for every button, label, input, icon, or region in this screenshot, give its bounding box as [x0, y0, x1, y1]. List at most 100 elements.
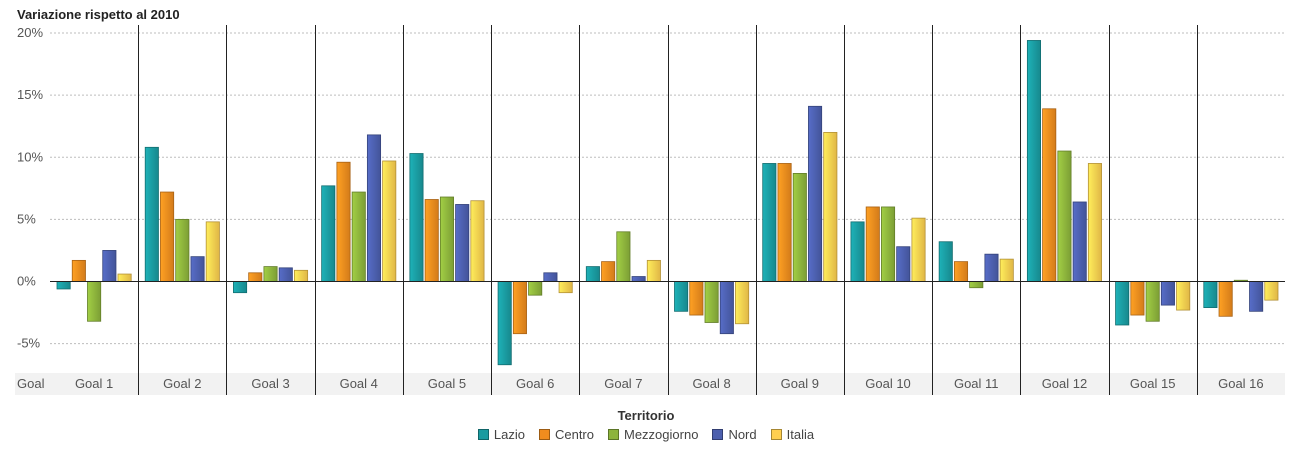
bar-nord-goal-5	[455, 204, 470, 282]
x-tick-label: Goal 5	[428, 376, 466, 391]
bar-nord-goal-4	[366, 134, 382, 282]
bar-italia-goal-5	[470, 200, 485, 282]
bar-nord-goal-10	[896, 246, 911, 282]
bar-nord-goal-6	[543, 272, 558, 282]
bar-mezzogiorno-goal-5	[439, 196, 454, 282]
bar-italia-goal-2	[205, 221, 220, 282]
legend-label: Mezzogiorno	[624, 427, 699, 442]
bar-mezzogiorno-goal-15	[1145, 281, 1160, 322]
bar-centro-goal-11	[953, 261, 969, 282]
bar-mezzogiorno-goal-3	[263, 266, 278, 282]
bar-lazio-goal-8	[674, 281, 689, 312]
x-tick-label: Goal 4	[340, 376, 378, 391]
bar-centro-goal-5	[424, 199, 439, 282]
bar-nord-goal-7	[631, 276, 646, 282]
bar-mezzogiorno-goal-2	[175, 218, 190, 282]
bar-italia-goal-12	[1087, 163, 1102, 282]
legend-label: Centro	[554, 427, 594, 442]
legend-item-nord[interactable]: Nord	[712, 427, 757, 442]
bar-mezzogiorno-goal-4	[351, 191, 366, 282]
bar-lazio-goal-7	[585, 266, 600, 282]
x-tick-label: Goal 11	[954, 376, 999, 391]
bar-centro-goal-1	[71, 259, 86, 282]
bar-italia-goal-10	[911, 217, 926, 282]
bar-italia-goal-9	[823, 131, 838, 282]
legend-swatch	[770, 429, 782, 440]
x-tick-label: Goal 1	[75, 376, 113, 391]
bar-centro-goal-16	[1218, 281, 1233, 317]
bar-lazio-goal-15	[1115, 281, 1130, 326]
x-tick-label: Goal 8	[692, 376, 730, 391]
bar-mezzogiorno-goal-11	[969, 281, 984, 289]
bar-lazio-goal-11	[938, 241, 953, 282]
bar-nord-goal-15	[1160, 281, 1175, 306]
bar-centro-goal-10	[865, 206, 880, 282]
x-tick-label: Goal 2	[163, 376, 201, 391]
bar-italia-goal-6	[558, 281, 573, 294]
x-tick-label: Goal 7	[604, 376, 642, 391]
x-tick-label: Goal 12	[1042, 376, 1088, 391]
bar-nord-goal-8	[719, 281, 734, 335]
bar-italia-goal-1	[117, 273, 132, 282]
legend-label: Italia	[786, 427, 815, 442]
legend-label: Nord	[728, 427, 757, 442]
x-tick-label: Goal 16	[1218, 376, 1264, 391]
legend-label: Lazio	[493, 427, 525, 442]
bar-centro-goal-7	[601, 261, 616, 282]
x-tick-label: Goal 6	[516, 376, 554, 391]
legend-items: Lazio Centro Mezzogiorno Nord Italia	[477, 427, 815, 442]
y-tick-label: -5%	[17, 336, 41, 351]
y-tick-label: 5%	[17, 211, 36, 226]
legend-item-mezzogiorno[interactable]: Mezzogiorno	[608, 427, 698, 442]
legend-swatch	[712, 429, 724, 440]
legend-swatch	[477, 429, 489, 440]
bar-mezzogiorno-goal-10	[881, 206, 896, 282]
bar-italia-goal-11	[999, 258, 1014, 282]
y-tick-label: 15%	[17, 87, 43, 102]
bar-lazio-goal-2	[144, 146, 159, 282]
bar-lazio-goal-6	[497, 281, 512, 366]
bar-centro-goal-2	[160, 191, 175, 282]
bar-centro-goal-15	[1130, 281, 1145, 316]
bar-lazio-goal-5	[409, 153, 424, 282]
bar-mezzogiorno-goal-7	[616, 231, 631, 282]
x-axis-label: Goal	[17, 376, 45, 391]
bar-italia-goal-16	[1264, 281, 1279, 301]
x-tick-label: Goal 9	[781, 376, 819, 391]
x-tick-label: Goal 3	[251, 376, 289, 391]
bar-nord-goal-11	[984, 253, 999, 282]
legend: Territorio Lazio Centro Mezzogiorno Nord Ita…	[0, 408, 1292, 445]
bar-lazio-goal-4	[321, 185, 336, 282]
bar-italia-goal-4	[382, 160, 397, 282]
bar-mezzogiorno-goal-9	[792, 173, 807, 282]
bar-centro-goal-4	[336, 161, 351, 282]
legend-title: Territorio	[617, 408, 675, 423]
legend-item-lazio[interactable]: Lazio	[477, 427, 525, 442]
bar-lazio-goal-1	[56, 281, 71, 290]
bar-mezzogiorno-goal-8	[704, 281, 719, 323]
bar-nord-goal-12	[1072, 201, 1087, 282]
y-tick-label: 0%	[17, 274, 36, 289]
x-tick-label: Goal 15	[1130, 376, 1176, 391]
bar-mezzogiorno-goal-1	[87, 281, 102, 322]
bar-lazio-goal-3	[233, 281, 248, 294]
bar-italia-goal-3	[293, 269, 309, 282]
bar-mezzogiorno-goal-6	[528, 281, 543, 296]
bar-nord-goal-1	[102, 250, 117, 282]
y-tick-label: 10%	[17, 149, 43, 164]
bar-centro-goal-3	[248, 272, 263, 282]
bar-nord-goal-3	[278, 267, 293, 282]
legend-item-centro[interactable]: Centro	[538, 427, 594, 442]
bar-lazio-goal-9	[762, 163, 777, 282]
bar-italia-goal-7	[646, 259, 661, 282]
bar-italia-goal-8	[735, 281, 750, 325]
legend-swatch	[538, 429, 550, 440]
bar-centro-goal-12	[1042, 108, 1057, 282]
legend-item-italia[interactable]: Italia	[770, 427, 815, 442]
bar-lazio-goal-12	[1026, 40, 1042, 282]
bar-italia-goal-15	[1176, 281, 1191, 311]
legend-swatch	[608, 429, 619, 440]
bar-nord-goal-2	[190, 256, 205, 282]
bar-nord-goal-9	[808, 105, 823, 282]
